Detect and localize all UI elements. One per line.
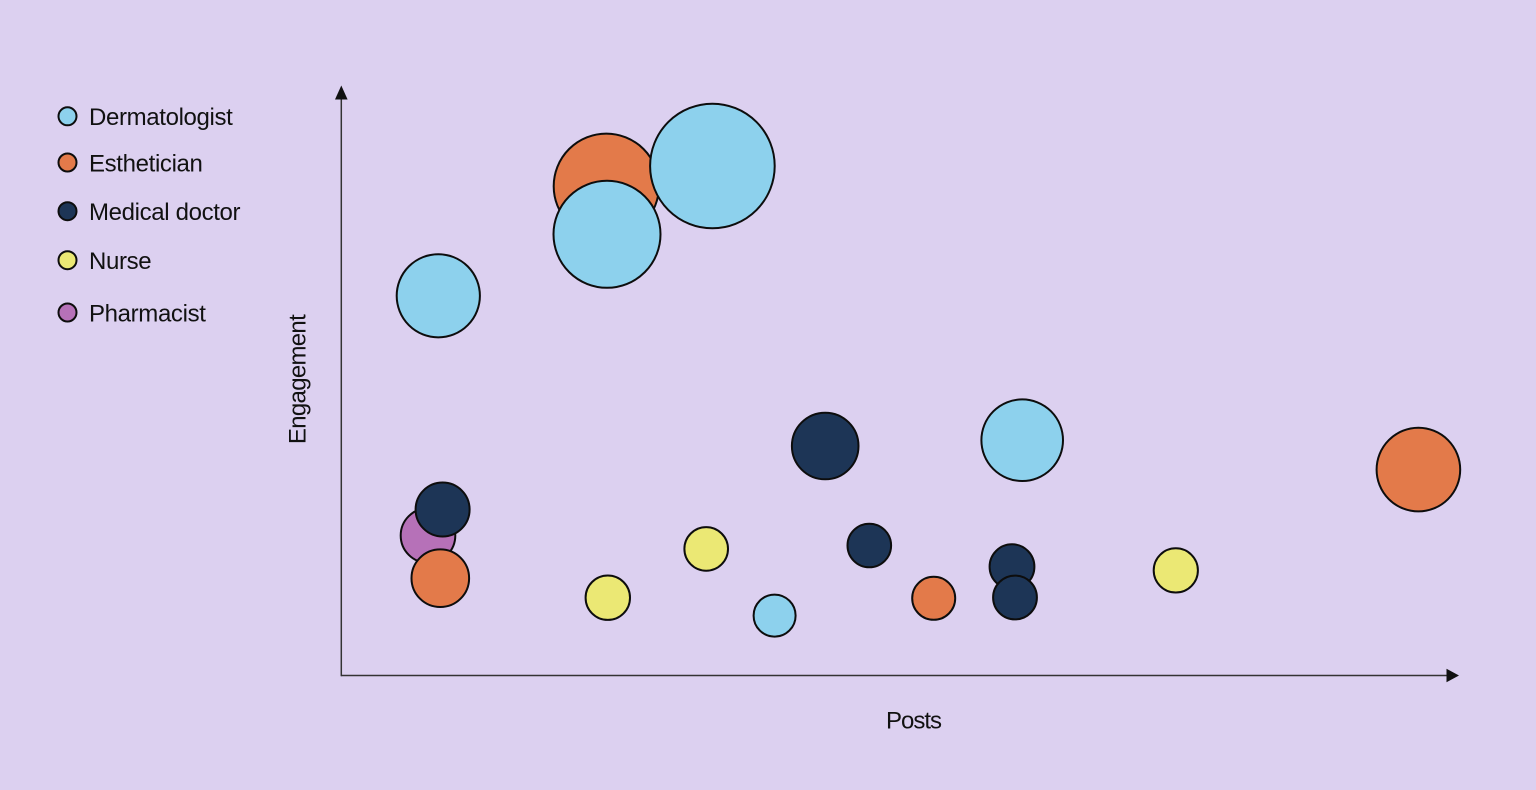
svg-text:Posts: Posts — [886, 708, 942, 735]
svg-text:Esthetician: Esthetician — [89, 150, 203, 177]
svg-text:Medical doctor: Medical doctor — [89, 199, 241, 226]
svg-text:Dermatologist: Dermatologist — [89, 104, 233, 131]
svg-text:Engagement: Engagement — [285, 314, 312, 444]
svg-text:Pharmacist: Pharmacist — [89, 300, 206, 327]
svg-text:Nurse: Nurse — [89, 248, 151, 275]
